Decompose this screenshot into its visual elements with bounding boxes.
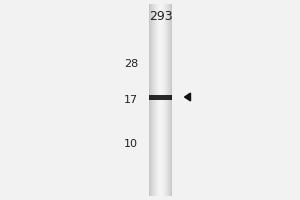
Bar	[157, 4, 158, 196]
Bar	[169, 4, 170, 196]
Bar	[168, 4, 169, 196]
Bar	[167, 4, 168, 196]
Bar	[159, 4, 160, 196]
Bar	[165, 4, 166, 196]
Bar	[153, 4, 154, 196]
Bar	[156, 4, 157, 196]
Polygon shape	[184, 93, 190, 101]
Text: 10: 10	[124, 139, 138, 149]
Bar	[161, 4, 162, 196]
Bar	[154, 4, 155, 196]
Bar	[149, 4, 150, 196]
Bar	[163, 4, 164, 196]
Bar	[171, 4, 172, 196]
Bar	[159, 4, 160, 196]
Bar	[154, 4, 155, 196]
Bar	[158, 4, 159, 196]
Bar	[155, 4, 156, 196]
Bar	[155, 4, 156, 196]
Bar	[160, 4, 161, 196]
Bar	[168, 4, 169, 196]
Bar	[169, 4, 170, 196]
Bar	[159, 4, 160, 196]
Bar	[156, 4, 157, 196]
Bar	[168, 4, 169, 196]
Bar	[150, 4, 151, 196]
Bar	[162, 4, 163, 196]
Bar	[164, 4, 165, 196]
Text: 28: 28	[124, 59, 138, 69]
Bar	[165, 4, 166, 196]
Bar	[166, 4, 167, 196]
Bar	[171, 4, 172, 196]
Bar	[150, 4, 151, 196]
Bar	[153, 4, 154, 196]
Bar	[171, 4, 172, 196]
Bar	[164, 4, 165, 196]
Bar	[162, 4, 163, 196]
Bar	[151, 4, 152, 196]
Bar	[152, 4, 153, 196]
Bar	[165, 4, 166, 196]
Bar	[152, 4, 153, 196]
Bar	[150, 4, 151, 196]
Bar	[166, 4, 167, 196]
Bar	[158, 4, 159, 196]
Bar	[157, 4, 158, 196]
Text: 17: 17	[124, 95, 138, 105]
Bar	[170, 4, 171, 196]
Bar	[161, 4, 162, 196]
Bar	[149, 95, 172, 99]
Bar	[153, 4, 154, 196]
Bar	[170, 4, 171, 196]
Bar	[162, 4, 163, 196]
Bar	[167, 4, 168, 196]
Text: 293: 293	[149, 10, 172, 23]
Bar	[163, 4, 164, 196]
Bar	[151, 4, 152, 196]
Bar	[156, 4, 157, 196]
Bar	[169, 4, 170, 196]
Bar	[160, 4, 161, 196]
